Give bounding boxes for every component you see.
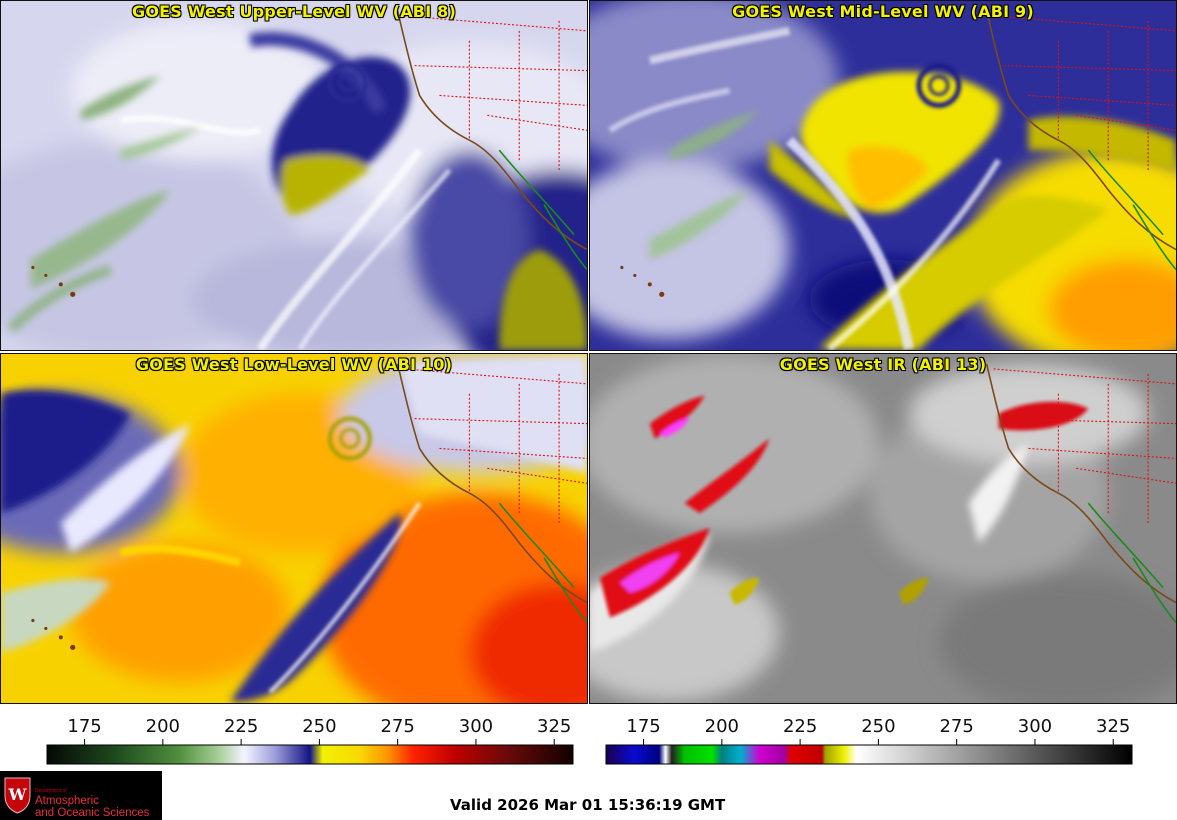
- wv-colorbar-tick-label: 175: [67, 716, 101, 737]
- wv-colorbar-tick-label: 200: [146, 716, 180, 737]
- upper-level-wv-panel: GOES West Upper-Level WV (ABI 8): [0, 0, 588, 351]
- valid-time-label: Valid 2026 Mar 01 15:36:19 GMT: [450, 796, 726, 814]
- ir-colorbar-tick-label: 200: [705, 716, 739, 737]
- ir-colorbar-strip: [605, 744, 1133, 765]
- ir-colorbar-tick-label: 250: [861, 716, 895, 737]
- wv-colorbar-tick-label: 300: [459, 716, 493, 737]
- ir-colorbar-tick-label: 275: [939, 716, 973, 737]
- ir-colorbar-tick-label: 175: [626, 716, 660, 737]
- low-level-wv-panel: GOES West Low-Level WV (ABI 10): [0, 353, 588, 704]
- ir-colorbar: 175 200 225 250 275 300 325: [605, 708, 1133, 766]
- wv-colorbar-strip: [46, 744, 574, 765]
- ir-title: GOES West IR (ABI 13): [779, 355, 987, 374]
- wv-colorbar-tick-label: 225: [224, 716, 258, 737]
- mid-level-wv-image: [590, 1, 1176, 350]
- low-level-wv-title: GOES West Low-Level WV (ABI 10): [135, 355, 453, 374]
- mid-level-wv-title: GOES West Mid-Level WV (ABI 9): [732, 2, 1034, 21]
- wv-colorbar-tick-label: 325: [537, 716, 571, 737]
- wv-colorbar-tick-label: 250: [302, 716, 336, 737]
- logo-name-line-1: Atmospheric: [35, 795, 99, 807]
- ir-colorbar-tick-label: 325: [1096, 716, 1130, 737]
- ir-panel: GOES West IR (ABI 13): [589, 353, 1177, 704]
- ir-image: [590, 354, 1176, 703]
- uw-crest-icon: W: [4, 777, 31, 814]
- wv-colorbar-tick-label: 275: [380, 716, 414, 737]
- upper-level-wv-image: [1, 1, 587, 350]
- wv-colorbar: 175 200 225 250 275 300 325: [46, 708, 574, 766]
- logo-name-line-2: and Oceanic Sciences: [35, 807, 150, 819]
- ir-colorbar-tick-label: 225: [783, 716, 817, 737]
- mid-level-wv-panel: GOES West Mid-Level WV (ABI 9): [589, 0, 1177, 351]
- upper-level-wv-title: GOES West Upper-Level WV (ABI 8): [132, 2, 456, 21]
- low-level-wv-image: [1, 354, 587, 703]
- svg-text:W: W: [8, 785, 28, 804]
- ir-colorbar-tick-label: 300: [1018, 716, 1052, 737]
- aos-logo: W Department of Atmospheric and Oceanic …: [0, 771, 162, 820]
- logo-department-text: Department of: [35, 788, 67, 794]
